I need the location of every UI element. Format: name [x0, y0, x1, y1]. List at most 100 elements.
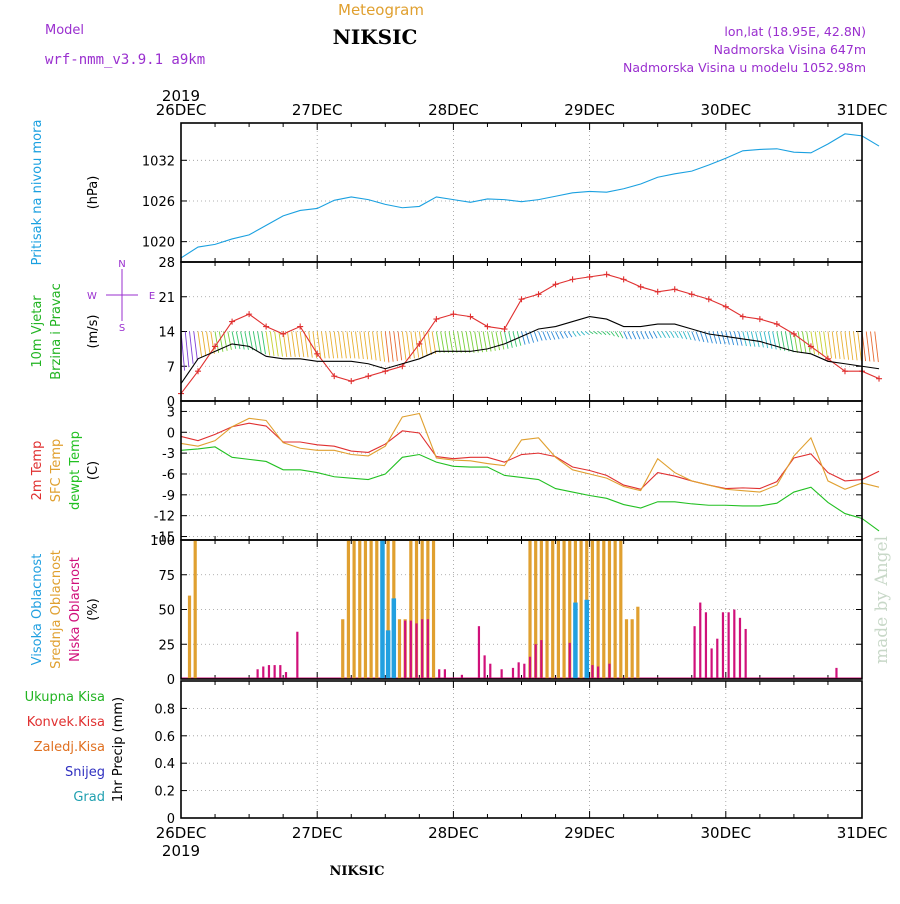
wind-barb-stroke	[870, 331, 875, 362]
gust-marker	[484, 323, 491, 330]
wind-barb-stroke	[321, 331, 326, 359]
panel-clouds: 0 25 50 75 100 (%) Visoka Oblacnost Srednja Obl…	[30, 534, 863, 688]
panel-pressure: 1020 1026 1032 (hPa) Pritisak na nivou mora	[30, 120, 880, 265]
wind-barb-stroke	[440, 331, 445, 353]
cloud-bar	[528, 656, 532, 679]
gust-marker	[569, 276, 576, 283]
cloud-bar	[409, 540, 413, 679]
cloud-bar	[716, 638, 719, 679]
y-tick-label: 1026	[142, 195, 175, 210]
cloud-bar	[568, 642, 571, 679]
cloud-bar	[523, 663, 526, 679]
cloud-bar	[630, 619, 634, 679]
wind-barb-stroke	[827, 331, 832, 359]
cloud-bar	[404, 620, 407, 679]
legend-label: Ukupna Kisa	[25, 690, 105, 705]
cloud-bar	[584, 599, 590, 679]
y-tick-label: 7	[167, 360, 175, 375]
cloud-bar	[346, 540, 351, 679]
cloud-bar	[517, 662, 520, 679]
series-line-sfc-temp	[180, 412, 880, 493]
x-tick-label-top: 29DEC	[564, 101, 615, 119]
wind-barb-stroke	[708, 331, 713, 344]
wind-barb-stroke	[572, 331, 577, 337]
wind-barb-stroke	[452, 331, 458, 353]
wind-barb-stroke	[606, 331, 611, 336]
cloud-bar	[500, 669, 503, 679]
y-tick-label: 21	[158, 291, 175, 306]
wind-barb-stroke	[401, 331, 407, 360]
cloud-bar	[511, 667, 515, 679]
wind-barb-stroke	[406, 331, 411, 360]
cloud-bar	[369, 540, 373, 679]
wind-barb-stroke	[474, 331, 479, 353]
wind-barb-stroke	[482, 331, 488, 352]
legend-label: Srednja Oblacnost	[49, 550, 64, 669]
wind-barb-stroke	[214, 331, 220, 353]
gust-marker	[773, 321, 780, 328]
wind-barb-stroke	[670, 331, 675, 339]
cloud-bar	[721, 612, 725, 679]
cloud-bar	[602, 540, 606, 679]
gust-marker	[263, 323, 270, 330]
compass-label: S	[119, 323, 125, 334]
cloud-bar	[431, 540, 436, 679]
y-tick-label: 0.2	[154, 785, 175, 800]
wind-barb-stroke	[461, 331, 466, 353]
series-line-dewpt-temp	[180, 446, 880, 532]
y-tick-label: 50	[158, 604, 175, 619]
y-tick-label: 0.4	[154, 757, 175, 772]
wind-barb-stroke	[614, 331, 620, 338]
wind-barb-stroke	[823, 331, 828, 358]
gust-marker	[348, 378, 355, 385]
wind-barb-stroke	[193, 331, 198, 361]
cloud-bar	[391, 598, 397, 679]
cloud-bar	[835, 667, 838, 679]
gust-marker	[433, 316, 440, 323]
wind-barb-stroke	[746, 331, 752, 347]
x-tick-labels-top: 26DEC 27DEC 28DEC 29DEC 30DEC 31DEC	[156, 101, 888, 119]
legend-label: Zaledj.Kisa	[34, 740, 105, 755]
wind-barb-stroke	[380, 331, 386, 362]
wind-barb-stroke	[653, 331, 658, 339]
wind-barb-stroke	[848, 331, 854, 361]
wind-barb-stroke	[338, 331, 343, 359]
compass-label: E	[149, 291, 155, 302]
cloud-bar	[744, 628, 747, 679]
wind-barb-stroke	[678, 331, 683, 339]
compass-label: N	[118, 259, 125, 270]
wind-barb-stroke	[427, 331, 432, 355]
x-tick-label-bottom: 26DEC	[156, 824, 207, 842]
cloud-bar	[597, 666, 600, 679]
cloud-bar	[296, 631, 299, 679]
cloud-bar	[460, 674, 464, 679]
gust-marker	[654, 288, 661, 295]
x-tick-label-top: 31DEC	[837, 101, 888, 119]
y-tick-label: 0.8	[154, 702, 175, 717]
cloud-bar	[267, 665, 271, 679]
gust-marker	[416, 340, 423, 347]
wind-barb-stroke	[448, 331, 454, 353]
wind-barb-stroke	[661, 331, 666, 339]
wind-barb-stroke	[444, 331, 449, 353]
wind-barb-stroke	[721, 331, 726, 345]
wind-barb-stroke	[716, 331, 722, 345]
wind-barb-stroke	[784, 331, 790, 352]
wind-barb-stroke	[580, 331, 586, 336]
cloud-bar	[573, 602, 578, 679]
cloud-bar	[551, 540, 555, 679]
wind-barb-stroke	[469, 331, 475, 353]
wind-barb-stroke	[627, 331, 632, 340]
gust-marker	[331, 373, 338, 380]
wind-barb-stroke	[712, 331, 718, 344]
legend-label: Visoka Oblacnost	[30, 554, 45, 666]
cloud-bar	[477, 626, 481, 679]
cloud-bar	[590, 540, 595, 679]
wind-barb-stroke	[865, 331, 871, 362]
cloud-bar	[693, 626, 696, 679]
footer-station: NIKSIC	[329, 864, 384, 879]
wind-barb-stroke	[602, 331, 607, 336]
wind-barb-stroke	[189, 331, 194, 364]
